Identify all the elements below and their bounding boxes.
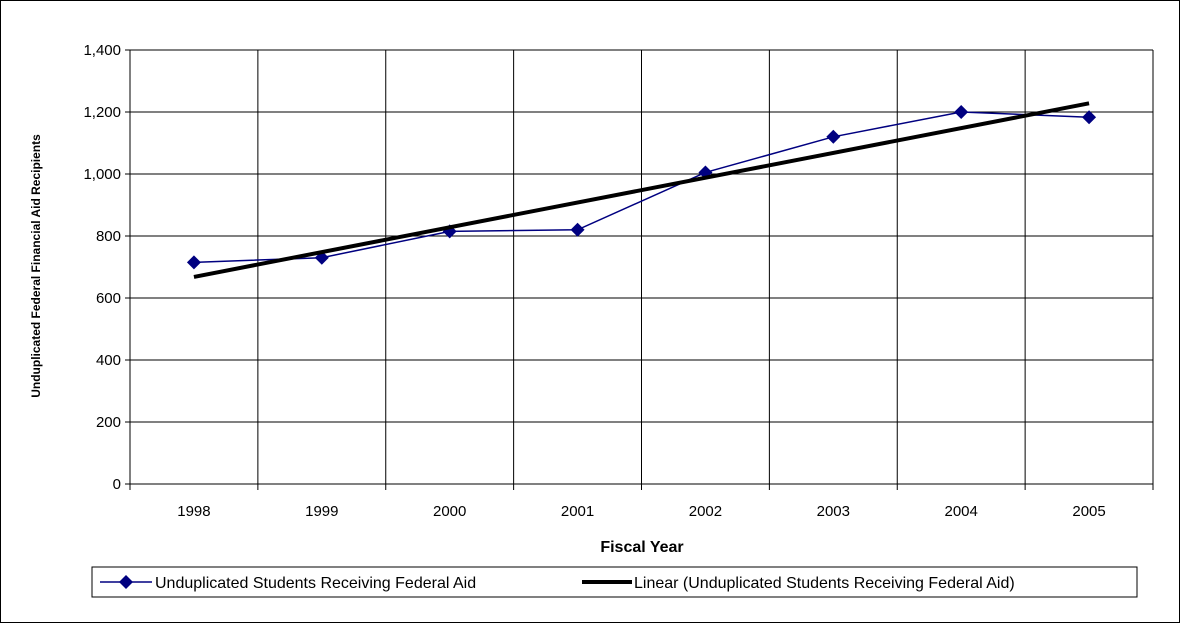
x-tick-label: 2000	[433, 503, 466, 520]
x-tick-label: 2004	[945, 503, 978, 520]
legend-label-series: Unduplicated Students Receiving Federal …	[155, 575, 476, 592]
legend-label-trendline: Linear (Unduplicated Students Receiving …	[634, 575, 1015, 592]
x-tick-label: 1999	[305, 503, 338, 520]
y-tick-label: 400	[96, 352, 121, 369]
legend-entry-trendline: Linear (Unduplicated Students Receiving …	[582, 575, 1015, 592]
x-tick-label: 1998	[177, 503, 210, 520]
y-tick-labels: 0 200 400 600 800 1,000 1,200 1,400	[83, 42, 121, 493]
y-tick-label: 1,400	[83, 42, 121, 59]
trendline-linear	[193, 101, 1090, 279]
data-point-marker	[954, 105, 969, 119]
x-tick-labels: 1998 1999 2000 2001 2002 2003 2004 2005	[177, 503, 1106, 520]
y-tick-label: 800	[96, 228, 121, 245]
y-tick-label: 200	[96, 414, 121, 431]
x-tick-label: 2002	[689, 503, 722, 520]
x-axis-title: Fiscal Year	[600, 539, 683, 556]
y-tick-label: 0	[113, 476, 121, 493]
x-tick-label: 2001	[561, 503, 594, 520]
data-point-marker	[1082, 110, 1097, 125]
data-point-marker	[314, 250, 329, 265]
y-axis-title: Unduplicated Federal Financial Aid Recip…	[29, 134, 43, 398]
series-layer	[186, 101, 1097, 279]
axes	[125, 49, 1154, 490]
x-tick-label: 2003	[817, 503, 850, 520]
y-tick-label: 1,000	[83, 166, 121, 183]
data-point-marker	[570, 222, 585, 237]
y-tick-label: 1,200	[83, 104, 121, 121]
data-point-marker	[826, 129, 841, 144]
y-tick-label: 600	[96, 290, 121, 307]
gridlines	[129, 49, 1154, 485]
legend-entry-series: Unduplicated Students Receiving Federal …	[100, 575, 476, 592]
series-line-unduplicated-students	[193, 111, 1090, 264]
x-tick-label: 2005	[1072, 503, 1105, 520]
legend: Unduplicated Students Receiving Federal …	[91, 566, 1138, 598]
data-point-marker	[186, 255, 201, 270]
legend-diamond-marker	[119, 575, 133, 589]
